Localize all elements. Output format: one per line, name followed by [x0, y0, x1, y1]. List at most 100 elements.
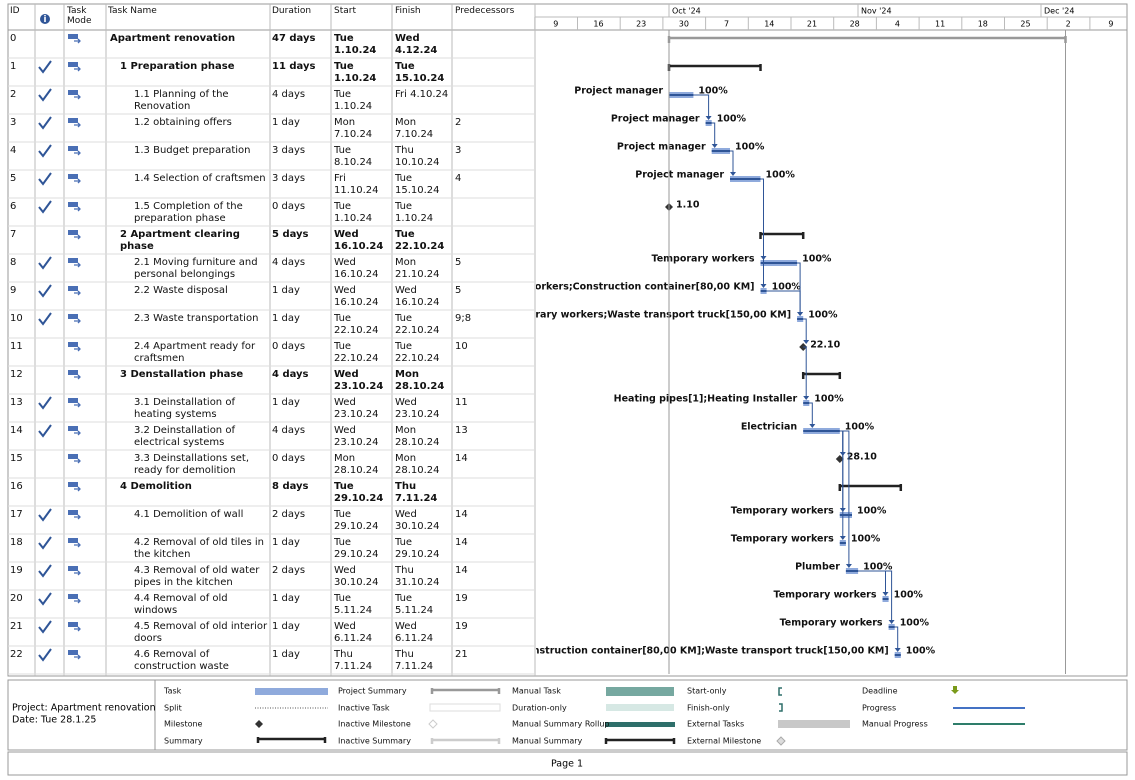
task-start: Wed 6.11.24: [334, 621, 373, 644]
dependency-arrow: [809, 424, 816, 428]
task-mode-icon: [68, 146, 78, 151]
task-predecessors: 14: [455, 453, 468, 464]
task-mode-icon: [74, 654, 81, 660]
week-label: 28: [850, 20, 860, 29]
task-name: 4.1 Demolition of wall: [134, 509, 244, 520]
task-name: 3.2 Deinstallation of electrical systems: [134, 425, 235, 448]
week-label: 11: [935, 20, 945, 29]
task-duration: 11 days: [272, 61, 316, 72]
task-mode-icon: [68, 510, 78, 515]
dependency-arrow: [705, 116, 712, 120]
task-finish: Tue 29.10.24: [395, 537, 440, 560]
task-start: Tue 22.10.24: [334, 313, 379, 336]
task-mode-icon: [74, 234, 81, 240]
task-name: 1.1 Planning of the Renovation: [134, 89, 229, 112]
task-predecessors: 19: [455, 621, 468, 632]
task-predecessors: 2: [455, 117, 462, 128]
task-name: 2 Apartment clearing phase: [120, 229, 240, 252]
task-mode-icon: [74, 206, 81, 212]
task-name: 4 Demolition: [120, 481, 192, 492]
task-finish: Mon 28.10.24: [395, 453, 440, 476]
dependency-arrow: [888, 620, 895, 624]
task-duration: 5 days: [272, 229, 309, 240]
task-mode-icon: [74, 598, 81, 604]
week-label: 2: [1066, 20, 1071, 29]
week-label: 14: [764, 20, 774, 29]
task-duration: 4 days: [272, 89, 306, 100]
summary-bar: [759, 232, 805, 239]
task-id: 19: [10, 565, 23, 576]
task-finish: Mon 21.10.24: [395, 257, 440, 280]
task-name: 4.2 Removal of old tiles in the kitchen: [134, 537, 264, 560]
progress-label: 100%: [851, 534, 881, 545]
task-name: 4.4 Removal of old windows: [134, 593, 228, 616]
task-finish: Tue 22.10.24: [395, 341, 440, 364]
task-name: 1.2 obtaining offers: [134, 117, 232, 128]
task-mode-icon: [68, 538, 78, 543]
resource-label: Project manager: [617, 142, 706, 153]
dependency-arrow: [882, 592, 889, 596]
legend-symbol: [606, 687, 674, 696]
legend-symbol: [429, 703, 501, 712]
page-number: Page 1: [551, 759, 583, 770]
progress-label: 100%: [698, 86, 728, 97]
dependency-arrow: [894, 648, 901, 652]
complete-check: [38, 172, 52, 186]
task-duration: 1 day: [272, 397, 300, 408]
legend-label: Summary: [164, 737, 203, 746]
task-start: Wed 16.10.24: [334, 229, 384, 252]
column-header: Predecessors: [455, 6, 515, 16]
task-start: Tue 29.10.24: [334, 481, 384, 504]
task-id: 6: [10, 201, 17, 212]
task-mode-icon: [74, 570, 81, 576]
task-mode-icon: [68, 454, 78, 459]
dependency-link: [839, 430, 850, 567]
legend-label: Manual Summary: [512, 737, 583, 746]
column-header: Duration: [272, 6, 312, 16]
task-mode-icon: [68, 650, 78, 655]
task-finish: Wed 23.10.24: [395, 397, 440, 420]
task-name: 2.2 Waste disposal: [134, 285, 228, 296]
task-predecessors: 14: [455, 565, 468, 576]
task-finish: Thu 7.11.24: [395, 481, 438, 504]
legend-label: Task: [163, 687, 182, 696]
task-finish: Mon 28.10.24: [395, 369, 445, 392]
task-duration: 4 days: [272, 369, 309, 380]
indicator-icon: [44, 17, 46, 22]
legend-symbol: [604, 738, 676, 744]
task-mode-icon: [68, 566, 78, 571]
task-name: Apartment renovation: [110, 33, 236, 44]
complete-check: [38, 200, 52, 214]
summary-bar: [667, 64, 762, 71]
task-id: 12: [10, 369, 23, 380]
task-finish: Thu 10.10.24: [395, 145, 440, 168]
legend-symbol: [776, 736, 786, 746]
task-id: 15: [10, 453, 23, 464]
task-finish: Tue 15.10.24: [395, 173, 440, 196]
dependency-link: [803, 318, 807, 343]
task-predecessors: 13: [455, 425, 468, 436]
task-mode-icon: [74, 150, 81, 156]
task-finish: Tue 22.10.24: [395, 229, 445, 252]
task-duration: 1 day: [272, 649, 300, 660]
task-name: 2.3 Waste transportation: [134, 313, 259, 324]
task-predecessors: 9;8: [455, 313, 472, 324]
month-label: Dec '24: [1044, 7, 1074, 16]
task-predecessors: 19: [455, 593, 468, 604]
task-start: Tue 1.10.24: [334, 33, 377, 56]
task-name: 3.3 Deinstallations set, ready for demol…: [134, 453, 249, 476]
legend-frame: [7, 679, 1128, 751]
task-finish: Tue 15.10.24: [395, 61, 445, 84]
resource-label: Temporary workers;Waste transport truck[…: [500, 310, 791, 321]
task-id: 5: [10, 173, 17, 184]
task-id: 11: [10, 341, 23, 352]
legend-symbol: [606, 704, 674, 711]
milestone: [835, 455, 844, 463]
milestone-date: 1.10: [676, 200, 700, 211]
dependency-link: [858, 570, 893, 623]
task-mode-icon: [74, 318, 81, 324]
task-predecessors: 11: [455, 397, 468, 408]
complete-check: [38, 620, 52, 634]
task-mode-icon: [74, 542, 81, 548]
